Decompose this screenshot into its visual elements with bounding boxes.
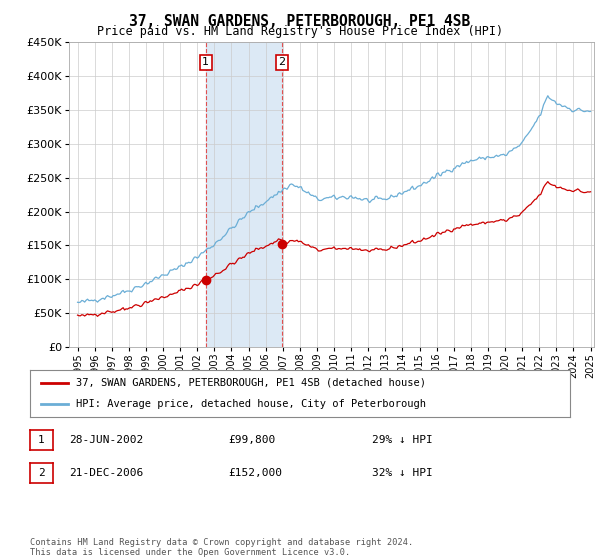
Text: Price paid vs. HM Land Registry's House Price Index (HPI): Price paid vs. HM Land Registry's House … [97,25,503,38]
Text: HPI: Average price, detached house, City of Peterborough: HPI: Average price, detached house, City… [76,399,426,409]
Text: 2: 2 [38,468,45,478]
Text: 1: 1 [38,435,45,445]
Text: 32% ↓ HPI: 32% ↓ HPI [372,468,433,478]
Text: 21-DEC-2006: 21-DEC-2006 [69,468,143,478]
Bar [206,42,282,347]
Text: 29% ↓ HPI: 29% ↓ HPI [372,435,433,445]
Text: 1: 1 [202,57,209,67]
Text: 28-JUN-2002: 28-JUN-2002 [69,435,143,445]
Text: £99,800: £99,800 [228,435,275,445]
Text: 37, SWAN GARDENS, PETERBOROUGH, PE1 4SB (detached house): 37, SWAN GARDENS, PETERBOROUGH, PE1 4SB … [76,378,426,388]
Text: 2: 2 [278,57,286,67]
Text: £152,000: £152,000 [228,468,282,478]
Text: Contains HM Land Registry data © Crown copyright and database right 2024.
This d: Contains HM Land Registry data © Crown c… [30,538,413,557]
Text: 37, SWAN GARDENS, PETERBOROUGH, PE1 4SB: 37, SWAN GARDENS, PETERBOROUGH, PE1 4SB [130,14,470,29]
